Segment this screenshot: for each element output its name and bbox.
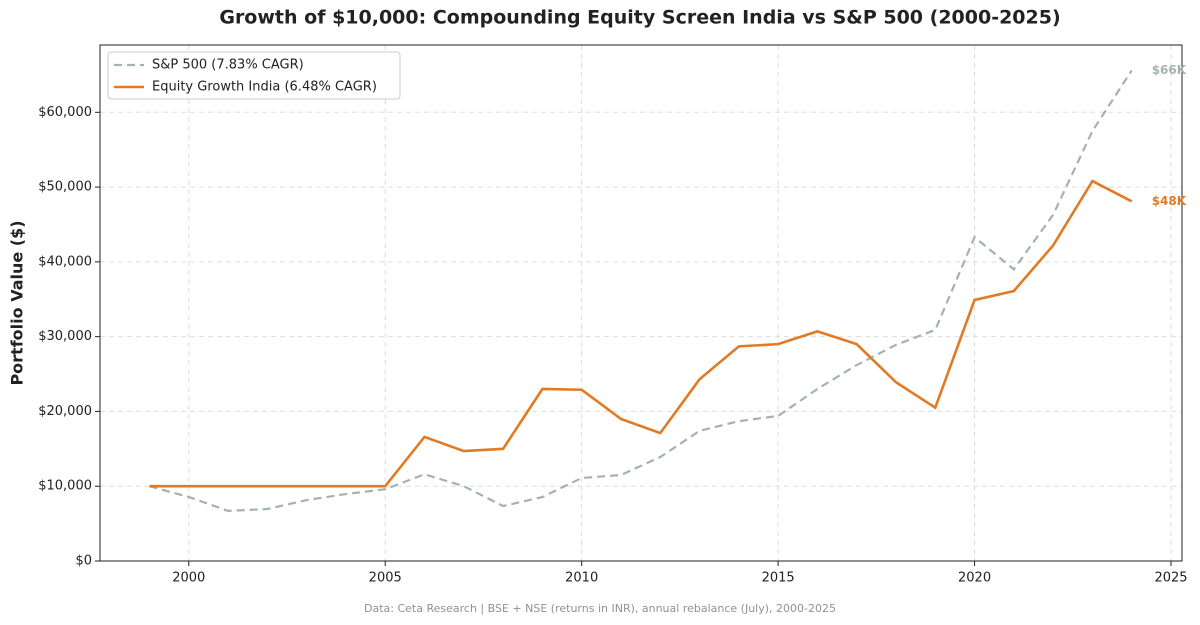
y-tick-label: $60,000 (38, 105, 92, 120)
legend-label: S&P 500 (7.83% CAGR) (152, 58, 304, 73)
x-tick-label: 2000 (172, 571, 205, 586)
y-tick-label: $50,000 (38, 180, 92, 195)
x-tick-label: 2015 (762, 571, 795, 586)
y-tick-label: $20,000 (38, 404, 92, 419)
source-note: Data: Ceta Research | BSE + NSE (returns… (364, 602, 836, 615)
series-line (149, 179, 1133, 488)
legend-label: Equity Growth India (6.48% CAGR) (152, 80, 377, 95)
x-tick-label: 2020 (958, 571, 991, 586)
plot-frame (99, 44, 1183, 562)
end-label: $48K (1152, 194, 1187, 208)
y-tick-label: $0 (75, 554, 92, 569)
x-tick-label: 2005 (369, 571, 402, 586)
legend-box (107, 51, 401, 100)
y-axis-label: Portfolio Value ($) (8, 220, 27, 385)
x-tick-label: 2010 (565, 571, 598, 586)
x-tick-label: 2025 (1154, 571, 1187, 586)
y-tick-label: $10,000 (38, 479, 92, 494)
end-label: $66K (1152, 63, 1187, 77)
chart-title: Growth of $10,000: Compounding Equity Sc… (219, 7, 1060, 29)
y-tick-label: $30,000 (38, 329, 92, 344)
series-line (149, 69, 1133, 513)
y-tick-label: $40,000 (38, 254, 92, 269)
